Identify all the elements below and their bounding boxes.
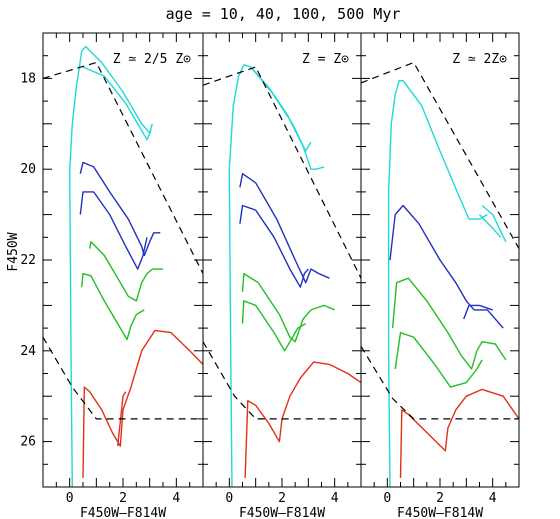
panel-label: Z = Z⊙ xyxy=(302,52,349,67)
y-tick-label: 24 xyxy=(20,344,36,359)
x-tick-label: 4 xyxy=(331,491,339,506)
isochrone-10-myr xyxy=(228,64,325,487)
panel-2: 0 2 4 F450W–F814W Z = Z⊙ xyxy=(202,32,362,519)
y-axis-title: F450W xyxy=(6,232,21,271)
isochrone-500-myr xyxy=(244,361,361,478)
isochrone-100-myr xyxy=(394,331,483,388)
curves xyxy=(361,61,519,487)
isochrone-10-myr xyxy=(82,66,152,141)
x-axis-title: F450W–F814W xyxy=(239,506,325,519)
x-tick-label: 0 xyxy=(225,491,233,506)
isochrone-10-myr xyxy=(478,214,502,238)
x-tick-label: 2 xyxy=(278,491,286,506)
isochrone-40-myr xyxy=(239,204,309,288)
limit-dashed-line xyxy=(203,66,361,279)
curves xyxy=(43,45,203,487)
isochrone-100-myr xyxy=(241,300,307,352)
isochrone-500-myr xyxy=(399,388,519,478)
isochrone-40-myr xyxy=(463,304,493,320)
x-tick-label: 4 xyxy=(172,491,180,506)
panel-label: Z ≃ 2/5 Z⊙ xyxy=(113,52,191,67)
isochrone-40-myr xyxy=(79,191,148,270)
isochrone-100-myr xyxy=(241,272,335,343)
limit-dashed-line xyxy=(43,336,203,420)
isochrone-100-myr xyxy=(89,241,163,302)
limit-dashed-line xyxy=(203,341,361,420)
x-tick-label: 2 xyxy=(119,491,127,506)
limit-dashed-line xyxy=(43,61,203,274)
isochrone-40-myr xyxy=(79,161,161,257)
panel-3: 0 2 4 F450W–F814W Z ≃ 2Z⊙ xyxy=(360,32,520,519)
x-tick-label: 0 xyxy=(66,491,74,506)
curves xyxy=(203,64,361,487)
x-axis-title: F450W–F814W xyxy=(80,506,166,519)
figure-title: age = 10, 40, 100, 500 Myr xyxy=(166,5,401,23)
isochrone-10-myr xyxy=(69,45,153,487)
x-tick-label: 4 xyxy=(489,491,497,506)
isochrone-10-myr xyxy=(252,68,312,152)
y-tick-label: 22 xyxy=(20,253,36,268)
isochrone-10-myr xyxy=(481,204,507,243)
isochrone-500-myr xyxy=(117,391,127,447)
x-tick-label: 2 xyxy=(436,491,444,506)
isochrone-40-myr xyxy=(239,173,330,284)
x-tick-label: 0 xyxy=(383,491,391,506)
limit-dashed-line xyxy=(361,61,519,249)
isochrone-40-myr xyxy=(389,204,504,329)
y-tick-label: 26 xyxy=(20,435,36,450)
isochrone-10-myr xyxy=(387,80,488,487)
isochrone-500-myr xyxy=(82,329,203,478)
y-tick-label: 20 xyxy=(20,162,36,177)
y-tick-label: 18 xyxy=(20,71,36,86)
limit-dashed-line xyxy=(361,345,519,420)
isochrone-100-myr xyxy=(391,277,507,370)
panel-label: Z ≃ 2Z⊙ xyxy=(452,52,507,67)
x-axis-title: F450W–F814W xyxy=(397,506,483,519)
isochrone-100-myr xyxy=(81,272,145,341)
